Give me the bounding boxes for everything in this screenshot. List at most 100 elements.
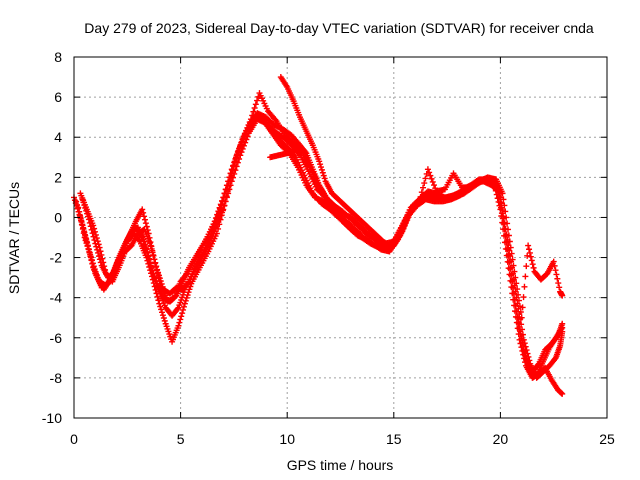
data-point [519, 331, 526, 338]
data-point [559, 390, 566, 397]
data-point [236, 155, 243, 162]
data-point [155, 269, 162, 276]
data-point [147, 267, 154, 274]
data-point [513, 319, 520, 326]
data-point [321, 175, 328, 182]
data-point [509, 290, 516, 297]
axis-ticks: 0 5 10 15 20 25 -10 -8 -6 -4 -2 0 2 4 6 8 [42, 49, 615, 447]
data-point [174, 305, 181, 312]
x-tick-label: 20 [493, 431, 509, 447]
data-point [216, 221, 223, 228]
data-point [223, 193, 230, 200]
data-point [212, 218, 219, 225]
data-point [230, 162, 237, 169]
data-point [515, 305, 522, 312]
data-point [153, 263, 160, 270]
data-point [160, 315, 167, 322]
data-point [514, 300, 521, 307]
data-point [318, 166, 325, 173]
data-point [179, 310, 186, 317]
data-point [500, 196, 507, 203]
data-point [148, 273, 155, 280]
data-point [555, 280, 562, 287]
data-point [511, 282, 518, 289]
data-point [90, 263, 97, 270]
data-point [528, 257, 535, 264]
data-point [522, 273, 529, 280]
data-point [154, 266, 161, 273]
chart-title: Day 279 of 2023, Sidereal Day-to-day VTE… [84, 20, 594, 36]
data-point [185, 279, 192, 286]
data-point [559, 328, 566, 335]
data-point [222, 198, 229, 205]
data-point [153, 290, 160, 297]
data-point [143, 254, 150, 261]
x-axis-label: GPS time / hours [287, 457, 394, 473]
data-point [154, 293, 161, 300]
data-point [161, 317, 168, 324]
data-point [239, 136, 246, 143]
data-point [507, 277, 514, 284]
data-point [519, 304, 526, 311]
data-point [85, 213, 92, 220]
data-point [234, 159, 241, 166]
data-point [175, 322, 182, 329]
data-point [95, 249, 102, 256]
series-track-7 [267, 142, 335, 207]
data-point [224, 188, 231, 195]
data-point [495, 184, 502, 191]
data-point [156, 275, 163, 282]
data-point [530, 264, 537, 271]
data-point [217, 216, 224, 223]
data-point [176, 319, 183, 326]
y-tick-label: 2 [54, 169, 62, 185]
data-point [136, 237, 143, 244]
data-point [422, 175, 429, 182]
y-tick-label: -10 [42, 410, 62, 426]
data-point [513, 294, 520, 301]
y-tick-label: -8 [50, 370, 63, 386]
data-point [424, 166, 431, 173]
data-point [218, 212, 225, 219]
data-point [246, 119, 253, 126]
data-point [141, 213, 148, 220]
data-point [501, 220, 508, 227]
y-tick-label: -4 [50, 290, 63, 306]
data-series [71, 74, 566, 397]
x-tick-label: 0 [70, 431, 78, 447]
data-point [97, 259, 104, 266]
data-point [157, 303, 164, 310]
data-point [89, 260, 96, 267]
data-point [87, 223, 94, 230]
series-track-4 [77, 116, 566, 321]
data-point [110, 269, 117, 276]
data-point [522, 343, 529, 350]
data-point [79, 225, 86, 232]
data-point [88, 257, 95, 264]
series-track-6 [277, 74, 393, 249]
data-point [142, 220, 149, 227]
data-point [150, 280, 157, 287]
data-point [182, 297, 189, 304]
data-point [506, 247, 513, 254]
data-point [226, 182, 233, 189]
data-point [82, 237, 89, 244]
data-point [519, 326, 526, 333]
data-point [78, 217, 85, 224]
data-point [77, 213, 84, 220]
data-point [84, 210, 91, 217]
data-point [496, 189, 503, 196]
data-point [237, 152, 244, 159]
data-point [145, 260, 152, 267]
data-point [554, 275, 561, 282]
data-point [502, 245, 509, 252]
data-point [319, 169, 326, 176]
data-point [328, 199, 335, 206]
data-point [216, 205, 223, 212]
data-point [83, 207, 90, 214]
data-point [88, 254, 95, 261]
data-point [320, 172, 327, 179]
data-point [144, 257, 151, 264]
data-point [157, 278, 164, 285]
data-point [529, 261, 536, 268]
